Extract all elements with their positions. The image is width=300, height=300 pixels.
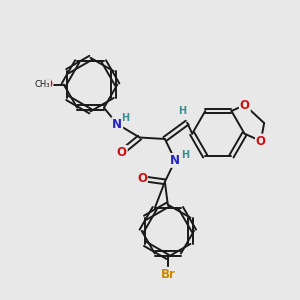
Text: CH₃: CH₃ [35,80,50,88]
Text: O: O [137,172,147,185]
Text: O: O [43,78,52,91]
Text: H: H [181,150,189,160]
Text: O: O [256,135,266,148]
Text: H: H [178,106,186,116]
Text: N: N [170,154,180,167]
Text: Br: Br [160,268,175,281]
Text: O: O [117,146,127,159]
Text: N: N [112,118,122,130]
Text: O: O [240,99,250,112]
Text: H: H [122,112,130,123]
